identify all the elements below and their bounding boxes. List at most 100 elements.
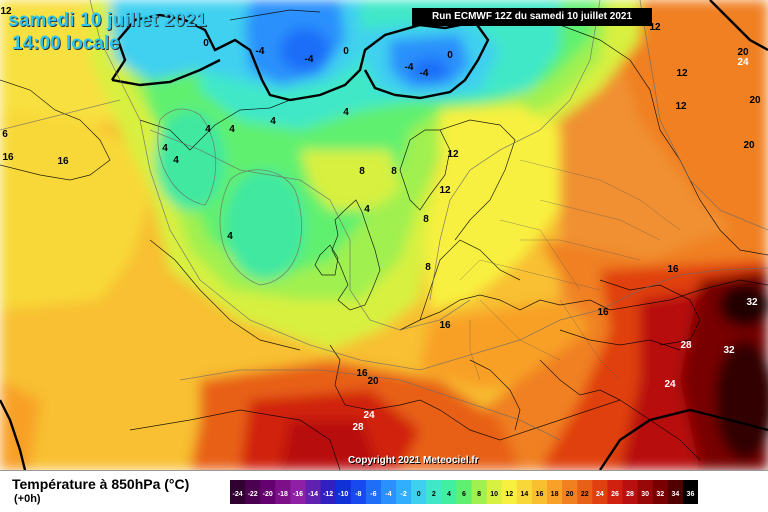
contours: [0, 0, 768, 441]
scale-swatch: [350, 480, 367, 504]
isotherm-label: -4: [305, 54, 314, 65]
scale-swatch: [501, 480, 518, 504]
isotherm-label: 16: [439, 320, 451, 331]
legend-subtitle: (+0h): [14, 493, 41, 505]
isotherm-label: 24: [664, 379, 676, 390]
scale-swatch: [335, 480, 352, 504]
isotherm-label: 12: [439, 185, 451, 196]
scale-tick-label: 12: [505, 491, 513, 498]
color-scale: -24 -22 -20 -18 -16 -14 -12 -10 -8 -6 -4 -2 0 2 4 6 8 10 1…: [230, 480, 698, 504]
forecast-date: samedi 10 juillet 2021: [8, 10, 207, 31]
scale-swatch: [275, 480, 291, 504]
scale-tick-label: 26: [611, 491, 619, 498]
isotherm-label: 24: [737, 57, 749, 68]
isotherm-label: 4: [343, 107, 349, 118]
coastlines: [0, 9, 768, 470]
scale-tick-label: 32: [656, 491, 664, 498]
borders: [459, 159, 681, 381]
scale-tick-label: -4: [385, 491, 391, 498]
scale-swatch: [622, 480, 639, 504]
isotherm-label: 0: [203, 38, 209, 49]
isotherm-label: 20: [743, 140, 755, 151]
scale-swatch: [637, 480, 654, 504]
isotherm-label: 28: [352, 422, 364, 433]
isotherm-label: 16: [57, 156, 69, 167]
isotherm-label: 12: [0, 6, 12, 17]
isotherm-label: 8: [425, 262, 431, 273]
run-info: Run ECMWF 12Z du samedi 10 juillet 2021: [412, 8, 652, 26]
legend-bar: Température à 850hPa (°C) (+0h) -24 -2 2 -2…: [0, 470, 768, 512]
scale-swatch: [305, 480, 321, 504]
isotherm-label: 16: [2, 152, 14, 163]
isotherm-label: 4: [227, 231, 233, 242]
legend-title: Température à 850hPa (°C): [12, 476, 190, 492]
scale-tick-label: 4: [447, 491, 451, 498]
scale-tick-label: 14: [520, 491, 528, 498]
scale-swatch: [531, 480, 548, 504]
scale-tick-label: 2: [432, 491, 436, 498]
scale-tick-label: -24: [232, 491, 242, 498]
scale-tick-label: -6: [370, 491, 376, 498]
scale-tick-label: 30: [641, 491, 649, 498]
scale-swatch: [516, 480, 533, 504]
scale-swatch: [245, 480, 261, 504]
scale-tick-label: 28: [626, 491, 634, 498]
scale-tick-label: -12: [323, 491, 333, 498]
isotherm-label: 0: [343, 46, 349, 57]
scale-swatch: [426, 480, 442, 504]
isotherm-label: 28: [680, 340, 692, 351]
scale-swatch: [667, 480, 684, 504]
scale-tick-label: 24: [596, 491, 604, 498]
scale-swatch: [365, 480, 382, 504]
scale-tick-label: 6: [462, 491, 466, 498]
scale-tick-label: -10: [338, 491, 348, 498]
scale-tick-label: 16: [536, 491, 544, 498]
isotherm-label: 20: [367, 376, 379, 387]
scale-swatch: [577, 480, 593, 504]
scale-swatch: [562, 480, 578, 504]
scale-tick-label: -2: [400, 491, 406, 498]
scale-tick-label: -16: [293, 491, 303, 498]
isotherm-label: 4: [162, 143, 168, 154]
scale-swatch: [682, 480, 698, 504]
forecast-time: 14:00 locale: [12, 33, 120, 54]
scale-swatch: [441, 480, 457, 504]
isotherm-label: -4: [420, 68, 429, 79]
isotherm-label: 6: [2, 129, 8, 140]
isotherm-label: -4: [256, 46, 265, 57]
isotherm-label: 4: [229, 124, 235, 135]
isotherm-label: 0: [447, 50, 453, 61]
scale-tick-label: -18: [278, 491, 288, 498]
scale-swatch: [290, 480, 306, 504]
scale-tick-label: 34: [671, 491, 679, 498]
scale-swatch: [471, 480, 488, 504]
scale-tick-label: 22: [581, 491, 589, 498]
isotherm-label: 24: [363, 410, 375, 421]
scale-tick-label: -8: [355, 491, 361, 498]
scale-swatch: [411, 480, 427, 504]
isotherm-label: 4: [205, 124, 211, 135]
scale-tick-label: 10: [490, 491, 498, 498]
isotherm-label: 4: [364, 204, 370, 215]
zero-isotherm: [0, 0, 768, 470]
scale-tick-label: -14: [308, 491, 318, 498]
scale-tick-label: 8: [477, 491, 481, 498]
isotherm-label: 8: [359, 166, 365, 177]
scale-swatch: [260, 480, 276, 504]
isotherm-label: 16: [667, 264, 679, 275]
isotherm-label: -4: [405, 62, 414, 73]
scale-swatch: [456, 480, 472, 504]
scale-swatch: [486, 480, 503, 504]
scale-tick-label: -20: [263, 491, 273, 498]
isotherm-label: 20: [737, 47, 749, 58]
isotherm-label: 4: [173, 155, 179, 166]
scale-swatch: [396, 480, 412, 504]
scale-swatch: [592, 480, 608, 504]
isotherm-label: 12: [676, 68, 688, 79]
copyright: Copyright 2021 Meteociel.fr: [348, 455, 479, 466]
isotherm-label: 8: [423, 214, 429, 225]
scale-tick-label: 0: [417, 491, 421, 498]
scale-swatch: [230, 480, 246, 504]
scale-swatch: [652, 480, 669, 504]
